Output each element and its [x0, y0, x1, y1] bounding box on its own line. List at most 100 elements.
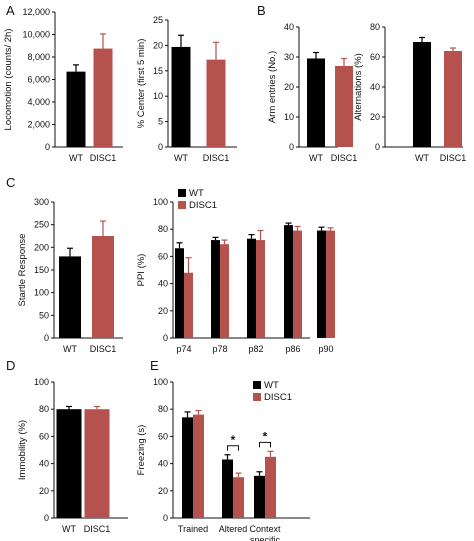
x-tick-label: DISC1: [90, 153, 117, 163]
bar-wt-1: [211, 240, 220, 338]
x-tick-label: Trained: [178, 524, 208, 534]
y-tick-label: 10: [284, 112, 294, 122]
y-tick-label: 12,000: [22, 7, 50, 17]
y-tick-label: 4,000: [27, 97, 50, 107]
y-tick-label: 0: [163, 333, 168, 343]
bar-disc1-1: [220, 244, 229, 338]
y-tick-label: 0: [158, 142, 163, 152]
x-tick-label: p78: [212, 344, 227, 354]
significance-star: *: [263, 429, 268, 443]
y-tick-label: 2,000: [27, 120, 50, 130]
x-tick-label: WT: [63, 344, 77, 354]
y-tick-label: 0: [44, 513, 49, 523]
chart-locomotion: 0 2,000 4,000 6,000 8,000 10,000 12,000 Locomot…: [3, 7, 123, 163]
y-tick-label: 100: [34, 288, 49, 298]
bar-wt-1: [222, 459, 233, 518]
significance-bracket: [227, 445, 239, 451]
chart-arm: 0 10 20 30 40 Arm entries (No.) WT DISC1: [267, 22, 357, 163]
bar-disc1: [335, 66, 353, 147]
y-tick-label: 40: [39, 459, 49, 469]
panel-letter-e: E: [150, 358, 159, 373]
legend-label: DISC1: [189, 200, 217, 211]
y-axis-label: Freezing (s): [136, 425, 147, 476]
bar-disc1: [206, 59, 226, 147]
bar-disc1: [92, 236, 114, 338]
x-tick-label: p86: [285, 344, 300, 354]
y-tick-label: 0: [45, 142, 50, 152]
y-tick-label: 20: [284, 82, 294, 92]
x-tick-label: specific: [250, 535, 281, 541]
bar-wt: [171, 46, 191, 148]
panel-letter-b: B: [257, 3, 266, 18]
chart-immobility: 0 20 40 60 80 100 Immobility (%) WT DISC1: [17, 377, 128, 534]
y-axis-label: Arm entries (No.): [267, 51, 278, 123]
y-tick-label: 10: [153, 91, 163, 101]
bar-wt-2: [247, 238, 256, 338]
y-tick-label: 0: [289, 142, 294, 152]
bar-wt-3: [284, 225, 293, 338]
y-tick-label: 40: [370, 82, 380, 92]
y-tick-label: 20: [153, 40, 163, 50]
bar-disc1: [444, 51, 462, 147]
y-tick-label: 30: [284, 52, 294, 62]
legend-label: WT: [264, 380, 279, 391]
significance-bracket: [259, 441, 271, 448]
y-tick-label: 250: [34, 220, 49, 230]
y-tick-label: 80: [158, 404, 168, 414]
chart-center: 0 5 10 15 20 25 % Center (first 5 min) WT DISC1: [136, 15, 237, 163]
x-tick-label: DISC1: [440, 153, 467, 163]
panel-letter-c: C: [6, 175, 15, 190]
bar-disc1-4: [326, 230, 335, 338]
x-tick-label: DISC1: [90, 344, 117, 354]
y-tick-label: 0: [163, 513, 168, 523]
chart-startle: 0 50 100 150 200 250 300 Startle Response WT DISC…: [17, 197, 123, 354]
x-tick-label: p90: [318, 344, 333, 354]
legend-label: DISC1: [264, 392, 292, 403]
legend-label: WT: [189, 188, 204, 199]
bar-wt: [307, 58, 325, 147]
y-tick-label: 10,000: [22, 30, 50, 40]
significance-star: *: [231, 433, 236, 447]
bar-disc1-2: [256, 240, 265, 338]
y-tick-label: 80: [370, 22, 380, 32]
bar-disc1: [93, 48, 113, 147]
x-tick-label: WT: [415, 153, 429, 163]
y-axis-label: % Center (first 5 min): [136, 39, 147, 129]
bar-disc1: [84, 409, 110, 518]
y-tick-label: 60: [39, 431, 49, 441]
y-tick-label: 300: [34, 197, 49, 207]
y-tick-label: 40: [284, 22, 294, 32]
bar-wt: [59, 256, 81, 338]
y-tick-label: 40: [158, 279, 168, 289]
chart-freezing: 0 20 40 60 80 100 Freezing (s) Trained Altered * C…: [136, 377, 310, 541]
y-tick-label: 25: [153, 15, 163, 25]
x-tick-label: Context: [249, 524, 281, 534]
bar-wt: [66, 71, 86, 147]
legend-swatch-disc1: [253, 393, 261, 401]
x-tick-label: WT: [62, 524, 76, 534]
x-tick-label: p74: [176, 344, 191, 354]
y-axis-label: Alternations (%): [353, 53, 364, 121]
chart-ppi: 0 20 40 60 80 100 PPI (%) p74 p78 p82 p86 p90 WTDISC…: [136, 188, 335, 354]
bar-wt: [56, 409, 82, 518]
y-tick-label: 200: [34, 242, 49, 252]
y-tick-label: 20: [158, 486, 168, 496]
y-tick-label: 100: [34, 377, 49, 387]
legend-swatch-wt: [178, 189, 186, 197]
bar-disc1-0: [184, 272, 193, 338]
x-tick-label: Altered: [219, 524, 248, 534]
y-tick-label: 80: [158, 224, 168, 234]
y-tick-label: 60: [158, 251, 168, 261]
legend-swatch-wt: [253, 381, 261, 389]
bar-disc1-3: [293, 230, 302, 338]
y-axis-label: Locomotion (counts/ 2h): [3, 29, 14, 131]
chart-alternations: 0 20 40 60 80 Alternations (%) WT DISC1: [353, 22, 466, 163]
y-axis-label: Immobility (%): [17, 420, 28, 480]
y-tick-label: 80: [39, 404, 49, 414]
y-tick-label: 100: [153, 197, 168, 207]
legend-swatch-disc1: [178, 201, 186, 209]
y-tick-label: 100: [153, 377, 168, 387]
x-tick-label: WT: [69, 153, 83, 163]
bar-wt: [413, 42, 431, 147]
